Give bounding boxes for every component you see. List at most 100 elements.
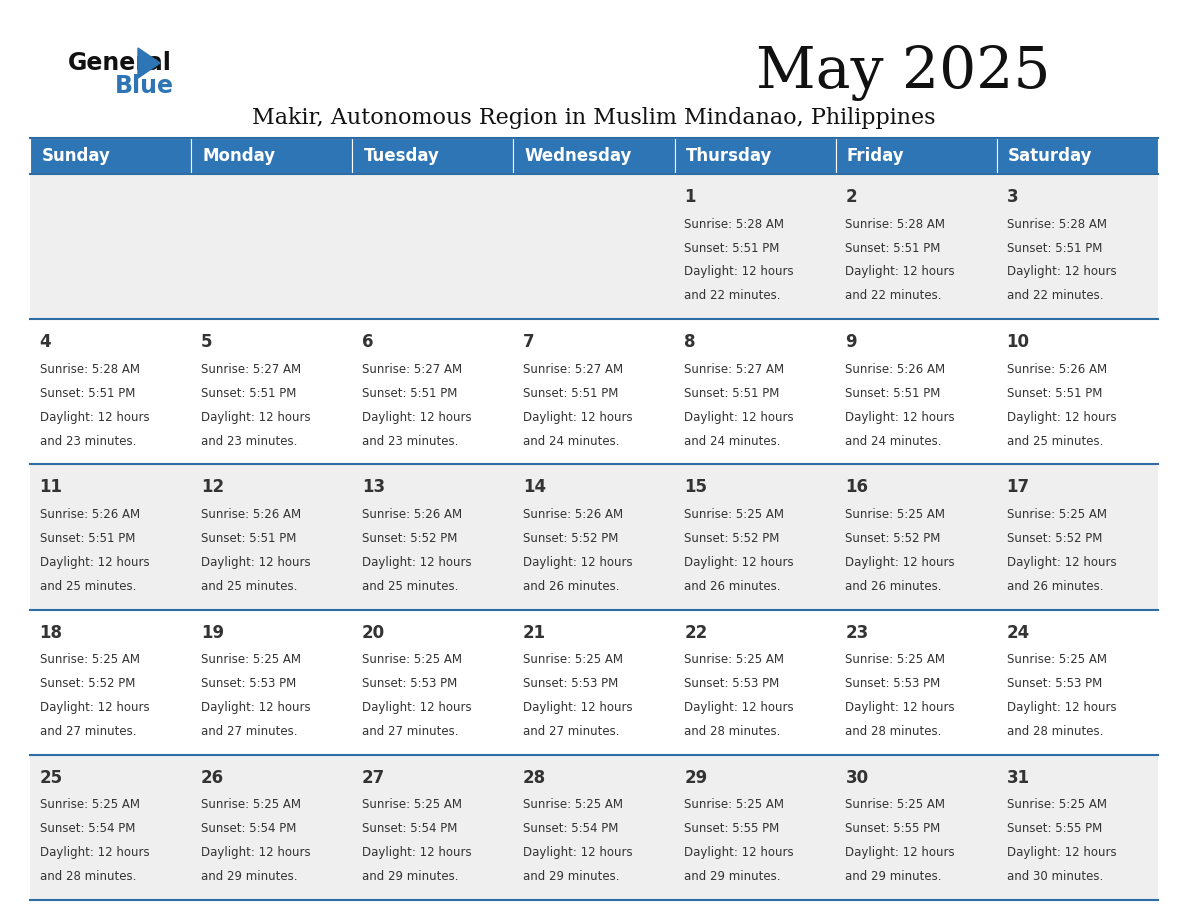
Text: Sunset: 5:54 PM: Sunset: 5:54 PM — [39, 823, 135, 835]
Text: Sunset: 5:51 PM: Sunset: 5:51 PM — [684, 386, 779, 399]
Text: Daylight: 12 hours: Daylight: 12 hours — [523, 846, 633, 859]
Text: and 24 minutes.: and 24 minutes. — [684, 434, 781, 448]
Bar — [191, 138, 353, 174]
Text: Daylight: 12 hours: Daylight: 12 hours — [523, 556, 633, 569]
Text: Sunrise: 5:25 AM: Sunrise: 5:25 AM — [39, 654, 140, 666]
Text: 24: 24 — [1006, 623, 1030, 642]
Text: Thursday: Thursday — [685, 147, 772, 165]
Text: Sunset: 5:51 PM: Sunset: 5:51 PM — [684, 241, 779, 254]
Text: 9: 9 — [846, 333, 857, 352]
Text: 25: 25 — [39, 768, 63, 787]
Text: and 26 minutes.: and 26 minutes. — [846, 580, 942, 593]
Text: Sunset: 5:54 PM: Sunset: 5:54 PM — [362, 823, 457, 835]
Text: and 27 minutes.: and 27 minutes. — [39, 725, 137, 738]
Text: and 29 minutes.: and 29 minutes. — [523, 870, 620, 883]
Text: and 27 minutes.: and 27 minutes. — [523, 725, 620, 738]
Text: and 24 minutes.: and 24 minutes. — [523, 434, 620, 448]
Text: Sunset: 5:51 PM: Sunset: 5:51 PM — [201, 386, 296, 399]
Text: Daylight: 12 hours: Daylight: 12 hours — [1006, 846, 1117, 859]
Text: and 30 minutes.: and 30 minutes. — [1006, 870, 1102, 883]
Text: Sunrise: 5:26 AM: Sunrise: 5:26 AM — [362, 508, 462, 521]
Text: Sunset: 5:55 PM: Sunset: 5:55 PM — [846, 823, 941, 835]
Text: 30: 30 — [846, 768, 868, 787]
Text: Sunset: 5:53 PM: Sunset: 5:53 PM — [846, 677, 941, 690]
Text: Sunset: 5:53 PM: Sunset: 5:53 PM — [362, 677, 457, 690]
Text: Sunset: 5:52 PM: Sunset: 5:52 PM — [846, 532, 941, 545]
Text: and 23 minutes.: and 23 minutes. — [362, 434, 459, 448]
Text: Sunset: 5:51 PM: Sunset: 5:51 PM — [1006, 241, 1102, 254]
Text: 16: 16 — [846, 478, 868, 497]
Text: Sunset: 5:52 PM: Sunset: 5:52 PM — [362, 532, 457, 545]
Text: Daylight: 12 hours: Daylight: 12 hours — [201, 701, 310, 714]
Text: and 25 minutes.: and 25 minutes. — [362, 580, 459, 593]
Text: Daylight: 12 hours: Daylight: 12 hours — [1006, 410, 1117, 424]
Text: Sunrise: 5:25 AM: Sunrise: 5:25 AM — [846, 508, 946, 521]
Text: Sunrise: 5:26 AM: Sunrise: 5:26 AM — [1006, 363, 1107, 375]
Text: and 22 minutes.: and 22 minutes. — [684, 289, 781, 302]
Text: Sunset: 5:51 PM: Sunset: 5:51 PM — [39, 532, 135, 545]
Text: Sunrise: 5:25 AM: Sunrise: 5:25 AM — [846, 654, 946, 666]
Text: Sunrise: 5:25 AM: Sunrise: 5:25 AM — [362, 799, 462, 812]
Text: 11: 11 — [39, 478, 63, 497]
Text: Wednesday: Wednesday — [525, 147, 632, 165]
Text: and 22 minutes.: and 22 minutes. — [846, 289, 942, 302]
Text: Sunset: 5:53 PM: Sunset: 5:53 PM — [1006, 677, 1101, 690]
Text: Daylight: 12 hours: Daylight: 12 hours — [846, 556, 955, 569]
Text: Sunset: 5:52 PM: Sunset: 5:52 PM — [684, 532, 779, 545]
Text: Sunrise: 5:28 AM: Sunrise: 5:28 AM — [1006, 218, 1106, 230]
Text: Sunset: 5:54 PM: Sunset: 5:54 PM — [523, 823, 619, 835]
Text: Sunset: 5:51 PM: Sunset: 5:51 PM — [362, 386, 457, 399]
Bar — [513, 138, 675, 174]
Text: Daylight: 12 hours: Daylight: 12 hours — [39, 556, 150, 569]
Text: Friday: Friday — [847, 147, 904, 165]
Text: Makir, Autonomous Region in Muslim Mindanao, Philippines: Makir, Autonomous Region in Muslim Minda… — [252, 107, 936, 129]
Text: and 27 minutes.: and 27 minutes. — [362, 725, 459, 738]
Text: Sunrise: 5:25 AM: Sunrise: 5:25 AM — [1006, 508, 1106, 521]
Text: 3: 3 — [1006, 188, 1018, 206]
Text: Sunrise: 5:25 AM: Sunrise: 5:25 AM — [846, 799, 946, 812]
Bar — [30, 174, 1158, 319]
Text: and 29 minutes.: and 29 minutes. — [846, 870, 942, 883]
Text: Sunrise: 5:25 AM: Sunrise: 5:25 AM — [684, 654, 784, 666]
Text: 14: 14 — [523, 478, 546, 497]
Text: and 29 minutes.: and 29 minutes. — [362, 870, 459, 883]
Text: 19: 19 — [201, 623, 223, 642]
Bar — [675, 138, 835, 174]
Text: and 29 minutes.: and 29 minutes. — [684, 870, 781, 883]
Text: Daylight: 12 hours: Daylight: 12 hours — [684, 556, 794, 569]
Text: Daylight: 12 hours: Daylight: 12 hours — [846, 701, 955, 714]
Text: Daylight: 12 hours: Daylight: 12 hours — [1006, 556, 1117, 569]
Bar — [30, 319, 1158, 465]
Text: Sunrise: 5:27 AM: Sunrise: 5:27 AM — [201, 363, 301, 375]
Text: Sunset: 5:55 PM: Sunset: 5:55 PM — [1006, 823, 1101, 835]
Text: Daylight: 12 hours: Daylight: 12 hours — [362, 701, 472, 714]
Text: 23: 23 — [846, 623, 868, 642]
Text: Sunrise: 5:25 AM: Sunrise: 5:25 AM — [1006, 654, 1106, 666]
Text: and 28 minutes.: and 28 minutes. — [1006, 725, 1102, 738]
Text: 29: 29 — [684, 768, 708, 787]
Text: Sunset: 5:54 PM: Sunset: 5:54 PM — [201, 823, 296, 835]
Text: Daylight: 12 hours: Daylight: 12 hours — [39, 410, 150, 424]
Text: Saturday: Saturday — [1009, 147, 1093, 165]
Text: Sunrise: 5:25 AM: Sunrise: 5:25 AM — [523, 654, 623, 666]
Text: Sunrise: 5:26 AM: Sunrise: 5:26 AM — [201, 508, 301, 521]
Bar — [30, 465, 1158, 610]
Polygon shape — [138, 48, 160, 78]
Text: 17: 17 — [1006, 478, 1030, 497]
Text: Daylight: 12 hours: Daylight: 12 hours — [1006, 701, 1117, 714]
Text: and 23 minutes.: and 23 minutes. — [201, 434, 297, 448]
Text: Daylight: 12 hours: Daylight: 12 hours — [362, 410, 472, 424]
Text: Sunset: 5:55 PM: Sunset: 5:55 PM — [684, 823, 779, 835]
Text: Daylight: 12 hours: Daylight: 12 hours — [684, 265, 794, 278]
Text: Sunrise: 5:28 AM: Sunrise: 5:28 AM — [39, 363, 140, 375]
Text: 12: 12 — [201, 478, 223, 497]
Text: Daylight: 12 hours: Daylight: 12 hours — [523, 410, 633, 424]
Bar — [30, 138, 191, 174]
Text: Sunrise: 5:27 AM: Sunrise: 5:27 AM — [523, 363, 624, 375]
Text: Sunrise: 5:28 AM: Sunrise: 5:28 AM — [684, 218, 784, 230]
Bar — [30, 755, 1158, 900]
Text: Sunrise: 5:25 AM: Sunrise: 5:25 AM — [201, 654, 301, 666]
Text: Sunrise: 5:25 AM: Sunrise: 5:25 AM — [1006, 799, 1106, 812]
Text: Sunset: 5:51 PM: Sunset: 5:51 PM — [39, 386, 135, 399]
Text: 20: 20 — [362, 623, 385, 642]
